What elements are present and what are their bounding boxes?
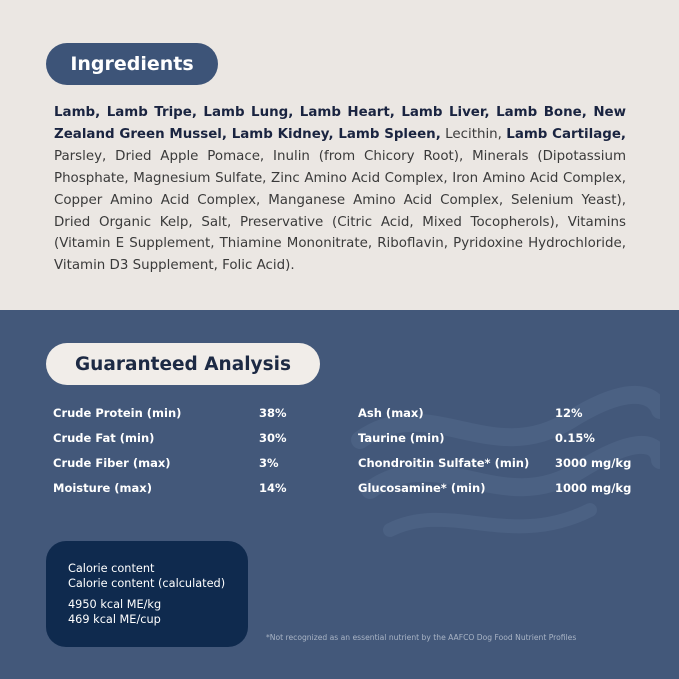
- analysis-value: 38%: [259, 406, 287, 420]
- ingredients-bold-2: Lamb Cartilage,: [506, 126, 626, 142]
- analysis-value: 0.15%: [555, 431, 595, 445]
- calorie-line-1: Calorie content: [68, 562, 155, 575]
- analysis-heading: Guaranteed Analysis: [46, 343, 320, 385]
- ingredients-normal-1: Lecithin,: [440, 126, 507, 142]
- wave-decoration-icon: [351, 385, 660, 537]
- ingredients-heading: Ingredients: [46, 43, 218, 85]
- analysis-value: 1000 mg/kg: [555, 481, 632, 495]
- analysis-label: Chondroitin Sulfate* (min): [358, 456, 530, 470]
- analysis-value: 3%: [259, 456, 279, 470]
- ingredients-list: Lamb, Lamb Tripe, Lamb Lung, Lamb Heart,…: [54, 102, 626, 277]
- analysis-value: 3000 mg/kg: [555, 456, 632, 470]
- analysis-value: 14%: [259, 481, 287, 495]
- analysis-label: Moisture (max): [53, 481, 152, 495]
- analysis-label: Crude Fiber (max): [53, 456, 171, 470]
- analysis-value: 30%: [259, 431, 287, 445]
- calorie-line-2: Calorie content (calculated): [68, 577, 226, 590]
- analysis-label: Glucosamine* (min): [358, 481, 486, 495]
- analysis-label: Taurine (min): [358, 431, 445, 445]
- ingredients-bold-1: Lamb, Lamb Tripe, Lamb Lung, Lamb Heart,…: [54, 105, 626, 142]
- footnote: *Not recognized as an essential nutrient…: [266, 633, 577, 642]
- ingredients-normal-2: Parsley, Dried Apple Pomace, Inulin (fro…: [54, 148, 626, 274]
- calorie-box: Calorie content Calorie content (calcula…: [46, 541, 248, 647]
- calorie-per-cup: 469 kcal ME/cup: [68, 613, 161, 626]
- analysis-label: Ash (max): [358, 406, 424, 420]
- analysis-label: Crude Fat (min): [53, 431, 155, 445]
- analysis-value: 12%: [555, 406, 583, 420]
- calorie-per-kg: 4950 kcal ME/kg: [68, 598, 162, 611]
- analysis-label: Crude Protein (min): [53, 406, 182, 420]
